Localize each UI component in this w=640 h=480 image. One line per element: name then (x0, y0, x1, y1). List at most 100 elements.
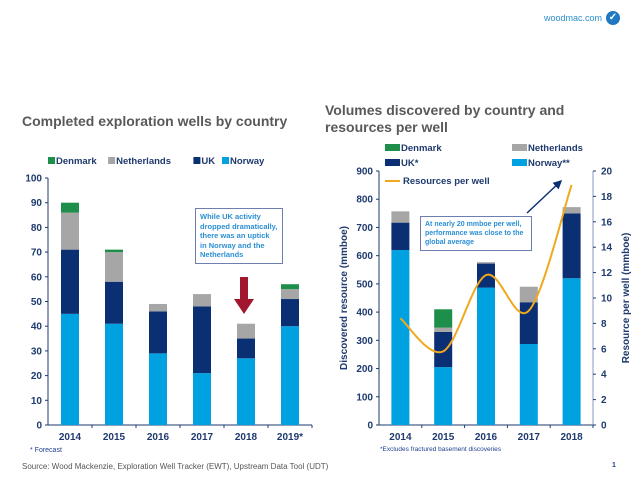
x-tick-label: 2017 (191, 432, 214, 443)
legend-swatch-norway (222, 157, 229, 164)
right-y-tick-label: 8 (601, 319, 607, 330)
left-y-axis-title: Discovered resource (mmboe) (339, 226, 350, 370)
bar-netherlands-2015 (434, 327, 453, 332)
x-tick-label: 2018 (235, 432, 258, 443)
bar-norway-2019 (281, 326, 299, 425)
annotation-arrow (526, 179, 563, 214)
y-tick-label: 500 (356, 279, 373, 290)
y-tick-label: 800 (356, 195, 373, 206)
legend-label-norway: Norway** (528, 158, 570, 169)
bar-norway-2017 (193, 373, 211, 425)
legend-label-norway: Norway (230, 156, 265, 167)
legend-label-denmark: Denmark (56, 156, 97, 167)
legend-swatch-uk (193, 157, 201, 164)
bar-norway-2017 (519, 344, 538, 425)
bar-netherlands-2016 (149, 303, 167, 312)
bar-netherlands-2017 (193, 294, 211, 307)
bar-norway-2016 (477, 287, 495, 425)
legend-swatch-norway (512, 159, 527, 166)
right-y-tick-label: 4 (601, 370, 607, 381)
y-tick-label: 10 (31, 396, 43, 407)
bar-uk-2014 (61, 249, 79, 314)
y-tick-label: 80 (31, 223, 43, 234)
y-tick-label: 0 (367, 421, 373, 432)
bar-norway-2015 (434, 367, 453, 425)
logo-check-icon: ✓ (606, 11, 620, 25)
right-annotation: At nearly 20 mmboe per well, performance… (420, 216, 532, 251)
right-y-tick-label: 20 (601, 167, 613, 178)
right-y-axis-title: Resource per well (mmboe) (621, 233, 632, 364)
legend-swatch-uk (385, 159, 400, 166)
legend-swatch-netherlands (512, 144, 527, 151)
legend-label-netherlands: Netherlands (116, 156, 171, 167)
woodmac-logo: woodmac.com ✓ (544, 11, 620, 25)
down-arrow-shaft (240, 277, 248, 299)
x-tick-label: 2019* (277, 432, 303, 443)
bar-norway-2014 (391, 250, 410, 425)
bar-norway-2016 (149, 353, 167, 425)
logo-text: woodmac.com (543, 13, 602, 23)
y-tick-label: 20 (31, 371, 43, 382)
y-tick-label: 400 (356, 308, 373, 319)
y-tick-label: 70 (31, 248, 43, 259)
y-tick-label: 50 (31, 297, 43, 308)
bar-uk-2019 (281, 299, 299, 327)
x-tick-label: 2016 (147, 432, 170, 443)
bar-netherlands-2018 (562, 207, 581, 214)
y-tick-label: 100 (356, 392, 373, 403)
right-y-tick-label: 14 (601, 243, 613, 254)
bar-uk-2018 (237, 338, 255, 359)
legend-label-netherlands: Netherlands (528, 143, 583, 154)
right-y-tick-label: 12 (601, 268, 613, 279)
source-note: Source: Wood Mackenzie, Exploration Well… (22, 462, 329, 471)
bar-netherlands-2017 (519, 286, 538, 303)
y-tick-label: 90 (31, 198, 43, 209)
bar-uk-2017 (519, 302, 538, 345)
right-y-tick-label: 18 (601, 192, 613, 203)
y-tick-label: 200 (356, 364, 373, 375)
bar-uk-2015 (105, 281, 123, 324)
y-tick-label: 600 (356, 251, 373, 262)
bar-norway-2018 (237, 358, 255, 425)
x-tick-label: 2014 (389, 432, 412, 443)
bar-norway-2015 (105, 323, 123, 425)
bar-uk-2016 (149, 311, 167, 354)
left-annotation: While UK activity dropped dramatically, … (195, 208, 283, 264)
bar-denmark-2015 (105, 249, 123, 253)
x-tick-label: 2017 (518, 432, 541, 443)
right-y-tick-label: 16 (601, 217, 613, 228)
forecast-footnote: * Forecast (30, 447, 62, 454)
x-tick-label: 2018 (560, 432, 583, 443)
bar-uk-2014 (391, 222, 410, 251)
right-y-tick-label: 0 (601, 421, 607, 432)
legend-label-uk: UK (201, 156, 215, 167)
right-y-tick-label: 10 (601, 294, 613, 305)
bar-uk-2017 (193, 306, 211, 374)
x-tick-label: 2015 (432, 432, 455, 443)
legend-swatch-netherlands (108, 157, 116, 164)
legend-label-resources-per-well: Resources per well (403, 176, 490, 187)
bar-norway-2014 (61, 313, 79, 425)
right-chart-title: Volumes discovered by country and resour… (325, 102, 565, 135)
y-tick-label: 900 (356, 167, 373, 178)
excludes-footnote: *Excludes fractured basement discoveries (380, 446, 502, 453)
legend-swatch-denmark (48, 157, 55, 164)
bar-netherlands-2019 (281, 289, 299, 300)
page-number: 1 (612, 462, 616, 469)
y-tick-label: 300 (356, 336, 373, 347)
bar-uk-2015 (434, 331, 453, 368)
resources-per-well-line (399, 184, 573, 354)
y-tick-label: 700 (356, 223, 373, 234)
right-y-tick-label: 6 (601, 344, 607, 355)
bar-uk-2018 (562, 213, 581, 279)
right-y-tick-label: 2 (601, 395, 607, 406)
y-tick-label: 100 (25, 174, 42, 185)
legend-label-denmark: Denmark (401, 143, 442, 154)
y-tick-label: 0 (36, 421, 42, 432)
y-tick-label: 60 (31, 272, 43, 283)
x-tick-label: 2014 (59, 432, 82, 443)
bar-denmark-2019 (281, 284, 299, 290)
y-tick-label: 30 (31, 346, 43, 357)
bar-norway-2018 (562, 278, 581, 425)
